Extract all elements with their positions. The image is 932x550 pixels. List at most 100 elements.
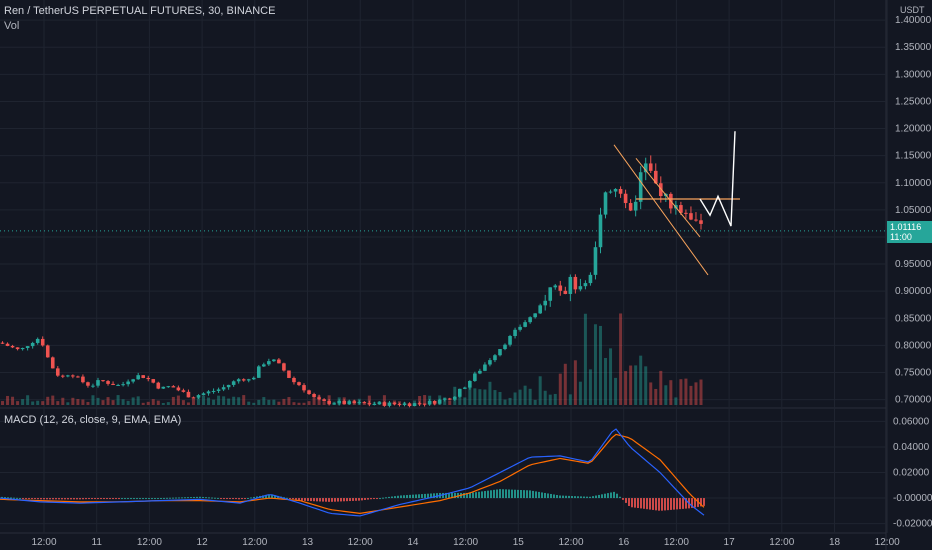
macd-histogram-bar — [181, 497, 183, 499]
macd-histogram-bar — [661, 498, 663, 511]
candle-body — [251, 377, 256, 380]
volume-bar — [609, 348, 613, 405]
macd-histogram-bar — [241, 498, 243, 500]
candle-body — [528, 317, 532, 323]
macd-histogram-bar — [526, 490, 528, 499]
macd-histogram-bar — [163, 497, 165, 499]
macd-histogram-bar — [229, 498, 231, 500]
macd-histogram-bar — [67, 498, 69, 500]
candle-body — [608, 191, 613, 193]
macd-line — [0, 428, 705, 517]
candle-body — [211, 390, 216, 392]
volume-bar — [161, 402, 165, 405]
time-tick-label: 12:00 — [31, 537, 56, 548]
macd-histogram-bar — [496, 489, 498, 499]
macd-label: MACD (12, 26, close, 9, EMA, EMA) — [4, 414, 182, 426]
time-tick-label: 12 — [197, 537, 209, 548]
macd-histogram-bar — [421, 494, 423, 499]
macd-histogram-bar — [271, 494, 273, 499]
macd-histogram-bar — [454, 492, 456, 499]
candle-body — [262, 364, 266, 367]
candle-body — [277, 359, 281, 364]
price-tick-label: 0.70000 — [895, 395, 932, 406]
macd-histogram-bar — [394, 496, 396, 499]
volume-bar — [151, 399, 155, 405]
macd-histogram-bar — [19, 498, 21, 500]
macd-histogram-bar — [250, 497, 252, 499]
macd-histogram-bar — [388, 496, 390, 499]
volume-bar — [332, 401, 336, 405]
volume-bar — [196, 395, 200, 405]
candle-body — [61, 375, 65, 377]
volume-bar — [71, 397, 75, 405]
macd-histogram-bar — [346, 498, 348, 502]
macd-histogram-bar — [172, 497, 174, 499]
candle-body — [342, 400, 347, 404]
macd-histogram-bar — [640, 498, 642, 509]
candle-body — [623, 193, 628, 204]
candle-body — [679, 205, 683, 213]
macd-histogram-bar — [304, 498, 306, 501]
volume-bar — [513, 392, 517, 405]
volume-bar — [503, 399, 507, 405]
candle-body — [568, 276, 573, 294]
volume-bar — [287, 397, 291, 405]
macd-histogram-bar — [583, 496, 585, 499]
macd-histogram-bar — [193, 496, 195, 499]
macd-histogram-bar — [622, 498, 624, 500]
macd-histogram-bar — [700, 498, 702, 507]
candle-body — [377, 402, 382, 404]
candle-body — [452, 396, 457, 400]
volume-bar — [508, 397, 512, 405]
candle-body — [196, 395, 201, 398]
volume-bar — [131, 397, 135, 405]
volume-bar — [357, 398, 361, 405]
candle-body — [101, 380, 105, 382]
time-tick-label: 12:00 — [348, 537, 373, 548]
candle-body — [141, 375, 146, 378]
macd-histogram-bar — [82, 498, 84, 500]
candle-body — [0, 342, 5, 344]
macd-histogram-bar — [223, 498, 225, 500]
macd-histogram-bar — [574, 496, 576, 499]
macd-histogram-bar — [664, 498, 666, 511]
macd-histogram-bar — [427, 493, 429, 499]
macd-histogram-bar — [340, 498, 342, 502]
channel-lower-line — [635, 158, 701, 238]
candle-body — [508, 336, 512, 345]
macd-histogram-bar — [325, 498, 327, 502]
volume-bar — [408, 402, 412, 405]
macd-histogram-bar — [343, 498, 345, 502]
macd-histogram-bar — [529, 490, 531, 499]
macd-histogram-bar — [298, 498, 300, 501]
candle-body — [156, 382, 161, 389]
currency-label: USDT — [900, 5, 925, 15]
candle-body — [307, 390, 311, 394]
macd-histogram-bar — [604, 493, 606, 499]
time-tick-label: 15 — [513, 537, 525, 548]
candle-body — [653, 170, 658, 184]
candle-body — [166, 386, 171, 388]
candle-body — [171, 386, 176, 388]
macd-histogram-bar — [121, 498, 123, 500]
macd-histogram-bar — [109, 498, 111, 500]
volume-bar — [413, 400, 417, 405]
last-price-value: 1.01116 — [890, 222, 922, 232]
macd-histogram-bar — [4, 497, 6, 499]
candle-body — [25, 346, 30, 349]
macd-histogram-bar — [484, 491, 486, 499]
candle-body — [136, 375, 140, 380]
candle-body — [658, 183, 663, 197]
macd-histogram-bar — [475, 492, 477, 499]
macd-histogram-bar — [169, 497, 171, 499]
macd-histogram-bar — [337, 498, 339, 502]
volume-bar — [252, 402, 256, 405]
signal-line — [0, 433, 705, 514]
macd-histogram-bar — [103, 498, 105, 500]
volume-bar — [377, 401, 381, 405]
volume-bar — [292, 402, 296, 405]
time-tick-label: 12:00 — [769, 537, 794, 548]
volume-bar — [101, 400, 105, 405]
macd-histogram-bar — [94, 498, 96, 500]
